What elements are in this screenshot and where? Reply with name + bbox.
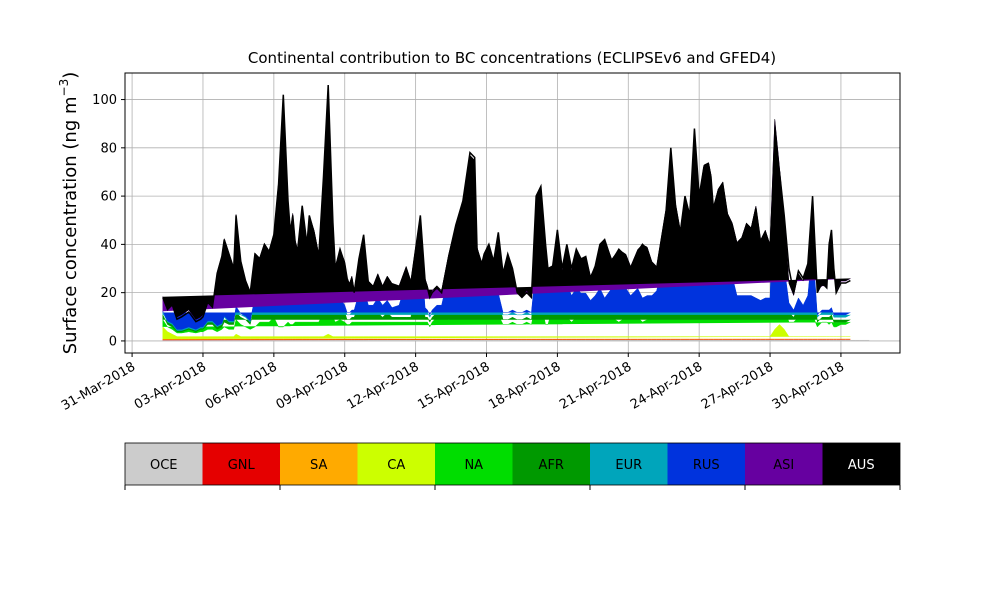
x-tick-label: 15-Apr-2018	[415, 359, 492, 412]
area-series-sa	[162, 338, 851, 340]
x-tick-label: 21-Apr-2018	[557, 359, 634, 412]
legend-label-oce: OCE	[150, 458, 178, 473]
legend-label-na: NA	[464, 458, 483, 473]
plot-area	[124, 72, 901, 354]
legend-label-eur: EUR	[615, 458, 642, 473]
legend-label-asi: ASI	[773, 458, 794, 473]
total-outline	[162, 85, 851, 323]
legend-swatch-oce	[125, 443, 203, 485]
area-series-oce	[162, 339, 870, 341]
legend-swatch-sa	[280, 443, 358, 485]
y-tick-label: 40	[100, 238, 117, 253]
legend-label-sa: SA	[310, 458, 327, 473]
legend-swatch-ca	[357, 443, 435, 485]
legend-label-afr: AFR	[539, 458, 564, 473]
y-tick-label: 20	[100, 286, 117, 301]
x-tick-label: 18-Apr-2018	[486, 359, 563, 412]
x-tick-label: 24-Apr-2018	[628, 359, 705, 412]
y-tick-label: 60	[100, 190, 117, 205]
legend-label-ca: CA	[387, 458, 405, 473]
legend-colorbar: OCE GNL SA CA NA AFR EUR RUS ASI AUS	[124, 442, 901, 490]
legend-swatch-eur	[590, 443, 668, 485]
legend-swatch-gnl	[202, 443, 280, 485]
y-tick-label: 0	[109, 334, 117, 349]
y-axis-label-close: )	[60, 72, 81, 79]
x-tick-label: 31-Mar-2018	[59, 359, 138, 413]
x-tick-label: 12-Apr-2018	[345, 359, 422, 412]
x-tick-label: 06-Apr-2018	[203, 359, 280, 412]
legend-swatch-afr	[512, 443, 590, 485]
legend-swatch-rus	[667, 443, 745, 485]
y-axis-label-exponent: −3	[57, 79, 71, 97]
x-tick-label: 30-Apr-2018	[770, 359, 847, 412]
legend-swatch-asi	[745, 443, 823, 485]
x-tick-label: 09-Apr-2018	[274, 359, 351, 412]
area-series-ca	[162, 324, 851, 339]
y-axis: 0 20 40 60 80 100	[92, 93, 125, 349]
y-axis-label: Surface concentration (ng m−3)	[57, 72, 81, 355]
legend-swatch-na	[435, 443, 513, 485]
legend-swatch-aus	[822, 443, 900, 485]
legend-label-rus: RUS	[693, 458, 720, 473]
legend-label-gnl: GNL	[228, 458, 256, 473]
plot-frame	[124, 72, 901, 354]
y-tick-label: 100	[92, 93, 117, 108]
x-axis: 31-Mar-201803-Apr-201806-Apr-201809-Apr-…	[59, 353, 847, 414]
y-axis-label-main: Surface concentration (ng m	[60, 96, 81, 354]
y-tick-label: 80	[100, 141, 117, 156]
x-tick-label: 03-Apr-2018	[132, 359, 209, 412]
x-tick-label: 27-Apr-2018	[699, 359, 776, 412]
chart-title: Continental contribution to BC concentra…	[248, 49, 776, 67]
legend-label-aus: AUS	[848, 458, 875, 473]
legend-frame	[124, 442, 901, 486]
